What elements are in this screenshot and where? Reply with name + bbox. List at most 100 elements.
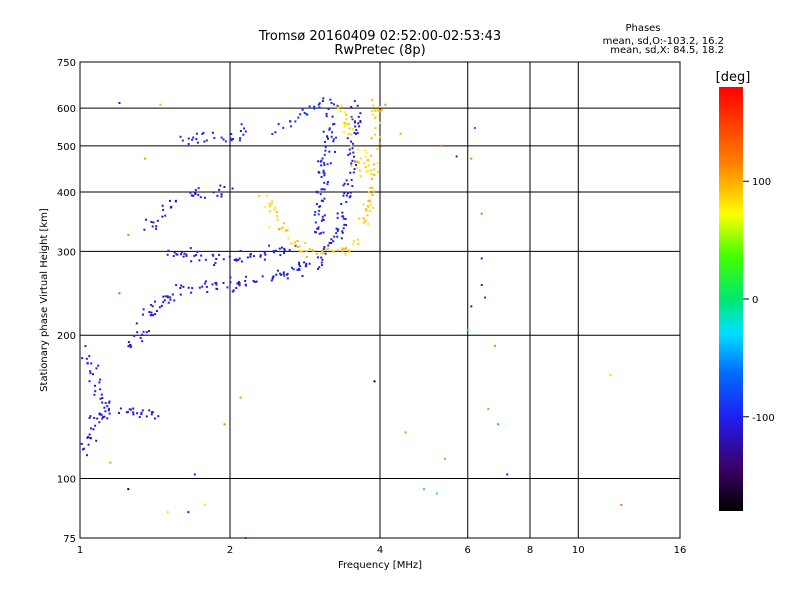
data-point <box>272 250 275 253</box>
data-point <box>315 231 318 234</box>
data-point <box>322 161 325 164</box>
data-point <box>359 157 362 160</box>
data-point <box>196 141 199 144</box>
data-point <box>376 109 379 112</box>
data-point <box>93 393 96 396</box>
data-point <box>239 137 242 140</box>
data-point <box>308 105 311 108</box>
data-point <box>244 130 247 133</box>
data-point <box>285 228 288 231</box>
data-point <box>239 130 242 133</box>
data-point <box>274 206 277 209</box>
data-point <box>379 135 382 138</box>
data-point <box>321 215 324 218</box>
data-point <box>317 226 320 229</box>
colorbar-tick-label: 100 <box>752 177 771 188</box>
data-point <box>206 290 209 293</box>
data-point <box>163 299 166 302</box>
data-point <box>330 249 333 252</box>
data-point <box>140 411 143 414</box>
data-point <box>215 283 218 286</box>
data-point <box>283 247 286 250</box>
data-point <box>240 260 243 263</box>
data-point <box>150 411 153 414</box>
data-point <box>191 287 194 290</box>
data-point <box>359 121 362 124</box>
data-point <box>102 416 105 419</box>
data-point <box>127 341 130 344</box>
data-point <box>308 262 311 265</box>
data-point <box>339 110 342 113</box>
data-point <box>323 153 326 156</box>
data-point <box>166 253 169 256</box>
data-point <box>162 301 165 304</box>
data-point <box>81 448 84 451</box>
data-point <box>378 105 381 108</box>
data-point <box>367 191 370 194</box>
data-point <box>321 200 324 203</box>
data-point <box>354 132 357 135</box>
data-point <box>150 311 153 314</box>
data-point <box>354 125 357 128</box>
data-point <box>192 136 195 139</box>
data-point <box>351 159 354 162</box>
data-point <box>332 250 335 253</box>
data-point <box>154 417 157 420</box>
data-point <box>368 186 371 189</box>
data-point <box>129 344 132 347</box>
data-point <box>195 254 198 257</box>
data-point <box>341 211 344 214</box>
data-point <box>353 131 356 134</box>
data-point <box>321 157 324 160</box>
data-point <box>282 126 285 129</box>
data-point <box>106 417 109 420</box>
data-point <box>197 193 200 196</box>
data-point <box>167 249 170 252</box>
data-point <box>169 296 172 299</box>
data-point <box>252 279 255 282</box>
data-point <box>620 503 623 506</box>
data-point <box>373 163 376 166</box>
data-point <box>189 191 192 194</box>
data-point <box>138 416 141 419</box>
data-point <box>179 286 182 289</box>
data-point <box>215 282 218 285</box>
data-point <box>191 138 194 141</box>
data-point <box>348 127 351 130</box>
data-point <box>278 247 281 250</box>
data-point <box>233 258 236 261</box>
data-point <box>356 160 359 163</box>
data-point <box>357 238 360 241</box>
data-point <box>378 142 381 145</box>
data-point <box>232 289 235 292</box>
data-point <box>249 252 252 255</box>
data-point <box>347 249 350 252</box>
x-tick-label: 6 <box>465 545 471 556</box>
data-point <box>340 104 343 107</box>
data-point <box>127 488 130 491</box>
data-point <box>318 232 321 235</box>
data-point <box>399 132 402 135</box>
data-point <box>347 153 350 156</box>
data-point <box>294 244 297 247</box>
data-point <box>154 313 157 316</box>
data-point <box>439 144 442 147</box>
data-point <box>404 431 407 434</box>
data-point <box>314 221 317 224</box>
data-point <box>159 103 162 106</box>
data-point <box>343 121 346 124</box>
data-point <box>351 147 354 150</box>
data-point <box>150 303 153 306</box>
data-point <box>311 249 314 252</box>
data-point <box>316 268 319 271</box>
data-point <box>270 200 273 203</box>
data-point <box>259 255 262 258</box>
data-point <box>367 164 370 167</box>
data-point <box>198 259 201 262</box>
data-point <box>366 170 369 173</box>
data-point <box>299 113 302 116</box>
data-point <box>357 161 360 164</box>
data-point <box>235 259 238 262</box>
data-point <box>321 249 324 252</box>
data-point <box>143 228 146 231</box>
